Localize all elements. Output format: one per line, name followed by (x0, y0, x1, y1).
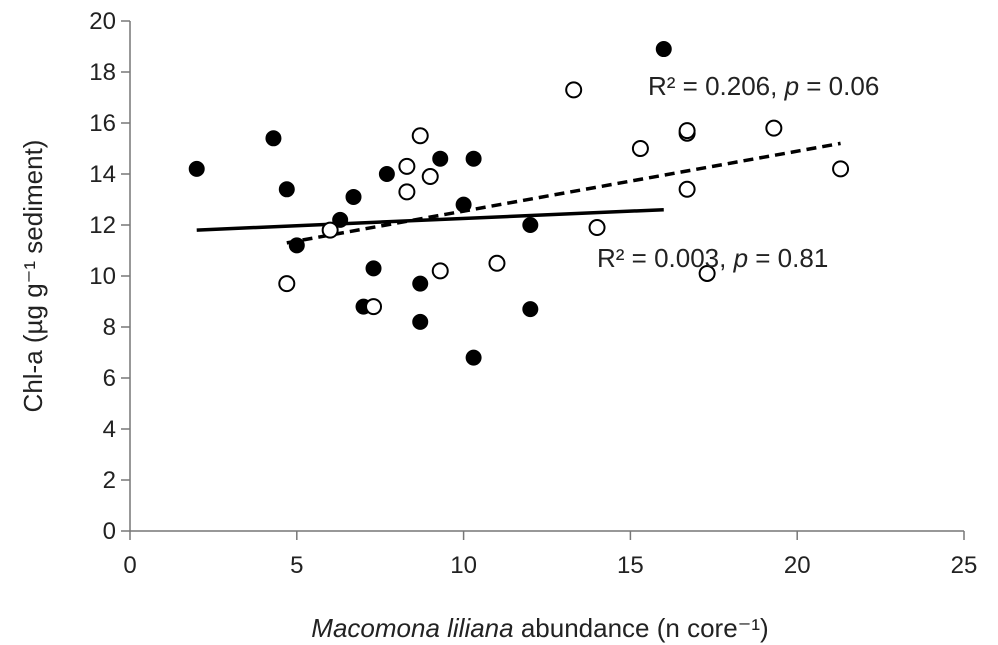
data-point-filled (188, 160, 205, 177)
data-point-filled (412, 313, 429, 330)
y-tick-label: 2 (103, 467, 116, 494)
data-point-open (565, 81, 583, 99)
annotation-lower-prefix: R² = 0.003, (597, 243, 734, 273)
x-tick-label: 0 (123, 552, 136, 579)
y-tick-label: 14 (89, 161, 116, 188)
trendline-solid (196, 207, 664, 232)
data-point-filled (288, 237, 305, 254)
data-point-open (421, 168, 439, 186)
data-point-open (588, 219, 606, 237)
data-point-open (765, 119, 783, 137)
trendline-dashed (286, 141, 841, 245)
y-axis-title: Chl-a (µg g⁻¹ sediment) (18, 140, 48, 413)
data-point-filled (465, 349, 482, 366)
y-tick-label: 18 (89, 59, 116, 86)
data-point-filled (265, 130, 282, 147)
data-point-open (431, 262, 449, 280)
y-tick-label: 8 (103, 314, 116, 341)
data-point-open (398, 157, 416, 175)
data-point-filled (278, 181, 295, 198)
data-point-open (631, 140, 649, 157)
data-point-filled (432, 150, 449, 167)
data-point-open (398, 183, 416, 201)
annotation-upper-prefix: R² = 0.206, (648, 71, 785, 101)
y-tick-label: 0 (103, 518, 116, 545)
data-point-filled (522, 301, 539, 318)
x-tick-label: 5 (290, 552, 303, 579)
data-point-filled (412, 275, 429, 292)
x-axis-title-rest: abundance (n core⁻¹) (514, 613, 769, 643)
data-point-filled (465, 150, 482, 167)
y-tick-label: 4 (103, 416, 116, 443)
x-axis-title: Macomona liliana abundance (n core⁻¹) (311, 613, 768, 643)
y-tick-label: 10 (89, 263, 116, 290)
data-point-open (678, 122, 696, 140)
annotation-upper-suffix: = 0.06 (799, 71, 879, 101)
x-tick-label: 15 (617, 552, 644, 579)
data-point-open (678, 180, 696, 198)
y-tick-label: 12 (89, 212, 116, 239)
x-axis-title-italic: Macomona liliana (311, 613, 513, 643)
data-point-filled (655, 41, 672, 58)
data-point-filled (455, 196, 472, 213)
data-point-open (698, 264, 716, 282)
data-point-filled (378, 166, 395, 182)
data-point-open (488, 254, 506, 272)
data-point-open (411, 127, 429, 145)
data-point-open (832, 160, 850, 178)
axes: 0 2 4 6 8 10 12 14 16 18 20 0 5 10 15 20 25 (89, 8, 977, 579)
annotation-upper: R² = 0.206, p = 0.06 (648, 71, 879, 101)
trendlines (196, 141, 841, 245)
annotation-lower: R² = 0.003, p = 0.81 (597, 243, 828, 273)
y-tick-label: 20 (89, 8, 116, 35)
data-point-filled (332, 211, 349, 228)
y-tick-label: 16 (89, 110, 116, 137)
annotation-lower-p: p (733, 243, 748, 273)
data-point-open (365, 298, 383, 316)
data-point-filled (345, 188, 362, 205)
data-point-open (278, 275, 296, 293)
x-tick-label: 20 (784, 552, 811, 579)
x-tick-label: 10 (450, 552, 477, 579)
y-tick-label: 6 (103, 365, 116, 392)
data-point-filled (365, 260, 382, 277)
annotation-upper-p: p (784, 71, 799, 101)
data-point-filled (522, 217, 539, 233)
annotation-lower-suffix: = 0.81 (748, 243, 828, 273)
x-tick-label: 25 (951, 552, 978, 579)
data-points (188, 41, 850, 366)
data-point-open (321, 221, 339, 239)
